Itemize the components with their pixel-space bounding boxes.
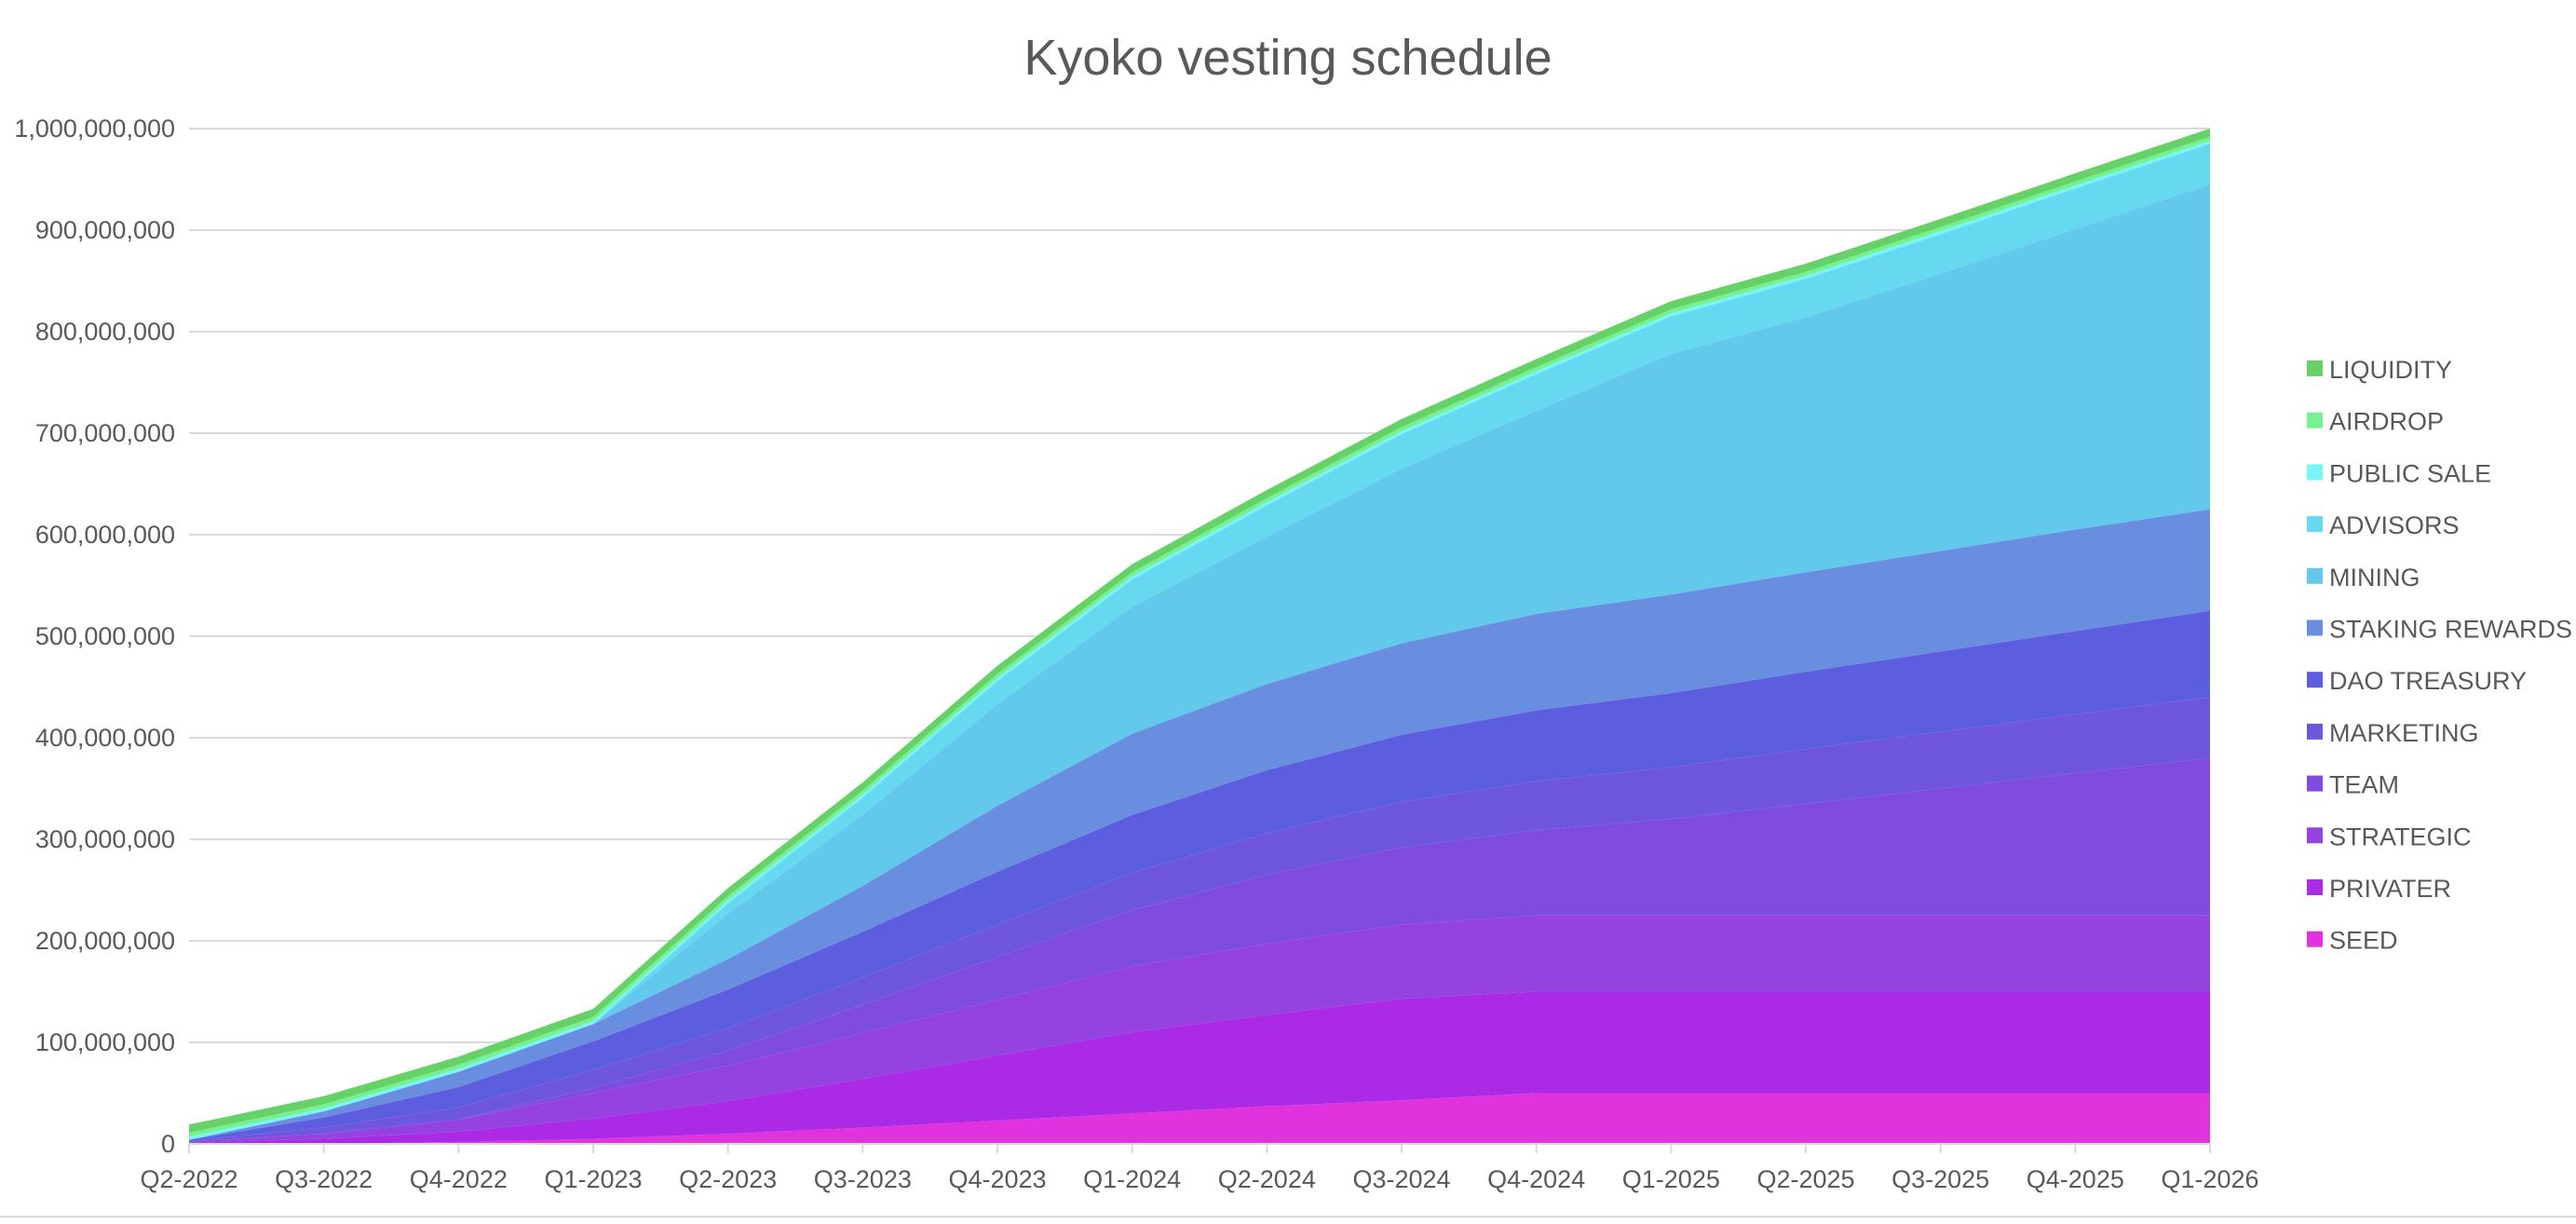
y-tick-label: 800,000,000 — [35, 318, 175, 346]
x-tick-label: Q4-2022 — [410, 1165, 508, 1193]
y-tick-label: 900,000,000 — [35, 216, 175, 244]
x-tick-label: Q2-2025 — [1756, 1165, 1854, 1193]
x-tick-label: Q2-2022 — [140, 1165, 237, 1193]
legend-label: STRATEGIC — [2329, 823, 2472, 850]
legend-swatch — [2307, 360, 2323, 376]
legend-label: PUBLIC SALE — [2329, 459, 2491, 487]
legend-swatch — [2307, 516, 2323, 533]
legend-swatch — [2307, 464, 2323, 481]
x-tick-label: Q1-2026 — [2161, 1165, 2258, 1193]
area-privater — [189, 991, 2210, 1144]
y-tick-label: 300,000,000 — [35, 825, 175, 853]
x-tick-label: Q3-2024 — [1352, 1165, 1450, 1193]
legend-label: DAO TREASURY — [2329, 667, 2527, 695]
area-dao-treasury — [189, 610, 2210, 1141]
x-tick-label: Q3-2022 — [275, 1165, 373, 1193]
legend-swatch — [2307, 723, 2323, 740]
area-team — [189, 757, 2210, 1142]
legend-label: PRIVATER — [2329, 875, 2451, 903]
legend-label: AIRDROP — [2329, 408, 2444, 436]
legend-swatch — [2307, 672, 2323, 688]
area-marketing — [189, 697, 2210, 1142]
x-tick-label: Q2-2024 — [1218, 1165, 1316, 1193]
y-tick-label: 1,000,000,000 — [14, 115, 175, 143]
x-tick-label: Q3-2023 — [814, 1165, 912, 1193]
area-strategic — [189, 915, 2210, 1143]
legend-label: LIQUIDITY — [2329, 356, 2452, 384]
legend-swatch — [2307, 775, 2323, 792]
legend-swatch — [2307, 619, 2323, 636]
x-tick-label: Q4-2023 — [948, 1165, 1046, 1193]
x-tick-label: Q3-2025 — [1891, 1165, 1989, 1193]
legend-label: MARKETING — [2329, 719, 2479, 747]
legend-label: ADVISORS — [2329, 511, 2460, 539]
legend-swatch — [2307, 879, 2323, 895]
legend-swatch — [2307, 567, 2323, 584]
x-tick-label: Q1-2023 — [544, 1165, 642, 1193]
legend-swatch — [2307, 931, 2323, 947]
legend-swatch — [2307, 827, 2323, 844]
y-tick-label: 400,000,000 — [35, 724, 175, 752]
x-tick-label: Q1-2025 — [1622, 1165, 1720, 1193]
y-tick-label: 200,000,000 — [35, 927, 175, 955]
area-mining — [189, 184, 2210, 1140]
y-tick-label: 100,000,000 — [35, 1028, 175, 1056]
x-tick-label: Q4-2025 — [2027, 1165, 2124, 1193]
area-advisors — [189, 143, 2210, 1140]
x-tick-label: Q4-2024 — [1487, 1165, 1585, 1193]
x-tick-label: Q1-2024 — [1083, 1165, 1181, 1193]
legend-label: TEAM — [2329, 771, 2399, 799]
legend-swatch — [2307, 412, 2323, 428]
area-seed — [189, 1093, 2210, 1144]
legend-label: STAKING REWARDS — [2329, 616, 2572, 644]
x-tick-label: Q2-2023 — [679, 1165, 777, 1193]
legend-label: MINING — [2329, 564, 2420, 592]
legend-label: SEED — [2329, 927, 2398, 955]
y-tick-label: 700,000,000 — [35, 419, 175, 447]
chart-title: Kyoko vesting schedule — [1024, 30, 1552, 86]
y-tick-label: 600,000,000 — [35, 521, 175, 549]
area-staking-rewards — [189, 509, 2210, 1140]
y-tick-label: 500,000,000 — [35, 622, 175, 650]
y-tick-label: 0 — [161, 1130, 175, 1158]
